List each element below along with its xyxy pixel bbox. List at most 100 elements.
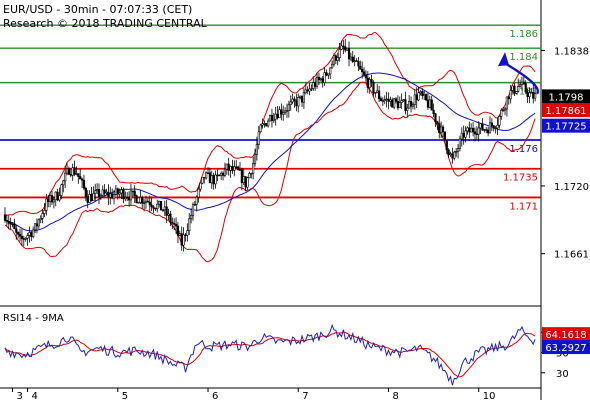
candle: [477, 121, 480, 142]
candle: [45, 193, 48, 216]
candle: [182, 227, 185, 252]
candle: [287, 100, 290, 118]
candle: [159, 200, 163, 211]
candle: [357, 57, 360, 72]
candle: [471, 122, 475, 137]
candle: [494, 125, 497, 134]
candle: [240, 167, 243, 191]
candle: [174, 217, 178, 234]
candle: [69, 169, 72, 178]
candle: [402, 99, 405, 103]
candle: [370, 74, 373, 88]
level-label-1: 1.184: [509, 52, 538, 63]
forecast-arrow-line: [502, 61, 540, 95]
candle: [9, 217, 12, 230]
candle: [214, 170, 217, 189]
candle: [280, 103, 283, 121]
grid: [0, 0, 542, 400]
price-tick-label-1: 1.1720: [554, 182, 589, 193]
level-label-2: 1.181: [509, 87, 538, 98]
candle: [112, 189, 116, 205]
candle: [475, 126, 478, 140]
date-label-5: 8: [392, 391, 398, 400]
candle: [167, 208, 170, 220]
candle: [237, 165, 240, 171]
candle: [152, 205, 155, 214]
candle: [79, 169, 82, 180]
candle: [524, 80, 527, 95]
candle: [417, 86, 420, 102]
candle: [396, 95, 399, 111]
rsi-badge-label-1: 63.2927: [545, 343, 586, 354]
bollinger-bands: [4, 31, 536, 263]
rsi-label: RSI14 - 9MA: [3, 313, 64, 324]
candle: [5, 214, 8, 226]
candle: [212, 172, 215, 190]
candle: [221, 171, 225, 181]
candle: [462, 125, 465, 145]
price-tick-label-0: 1.1838: [554, 46, 589, 57]
candle: [282, 105, 285, 121]
candle: [99, 193, 102, 201]
candle: [496, 117, 499, 136]
candle: [94, 183, 97, 202]
candle: [220, 171, 223, 180]
candle: [111, 188, 114, 200]
candle: [62, 179, 65, 193]
candle: [169, 210, 172, 227]
candle: [344, 38, 347, 53]
candle: [82, 174, 86, 191]
candle: [485, 127, 488, 134]
candle: [297, 93, 300, 113]
candle: [300, 95, 304, 107]
candle: [385, 91, 388, 108]
rsi-badge-label-0: 64.1618: [545, 330, 586, 341]
level-label-0: 1.186: [509, 29, 538, 40]
candle: [150, 197, 153, 211]
candle: [502, 106, 505, 112]
candle: [353, 55, 356, 67]
price-badge-label-1: 1.17861: [545, 106, 586, 117]
candle: [332, 53, 336, 67]
candle: [141, 195, 144, 209]
candle: [267, 118, 270, 128]
candle: [28, 226, 31, 243]
candle: [56, 188, 59, 202]
candle: [270, 108, 274, 128]
candle: [235, 159, 238, 169]
candle: [77, 173, 80, 184]
candle: [39, 215, 42, 224]
price-badge-1: [542, 103, 590, 118]
candle: [137, 201, 140, 204]
candle: [289, 95, 292, 111]
candle: [355, 58, 358, 62]
candle: [464, 126, 467, 143]
candle: [133, 185, 136, 203]
candle: [163, 200, 166, 217]
candle: [361, 61, 364, 79]
candle: [242, 168, 245, 185]
candle: [18, 228, 22, 242]
candle: [171, 217, 174, 230]
candle: [248, 171, 251, 179]
candle: [193, 201, 196, 207]
candle: [118, 188, 121, 199]
candle: [513, 83, 516, 96]
candle: [161, 209, 165, 212]
rsi-badge-0: [542, 327, 590, 342]
candle: [349, 52, 352, 61]
candle: [372, 80, 375, 97]
candle: [227, 157, 230, 176]
candle: [143, 198, 146, 212]
candle: [22, 235, 25, 247]
candle: [381, 97, 384, 106]
candle: [347, 41, 351, 67]
candle: [124, 191, 127, 202]
date-label-2: 5: [122, 391, 128, 400]
candle: [20, 228, 24, 246]
candle: [359, 60, 362, 70]
candle: [481, 118, 484, 131]
candle: [368, 76, 371, 94]
candle: [218, 174, 221, 177]
candle: [351, 50, 354, 64]
